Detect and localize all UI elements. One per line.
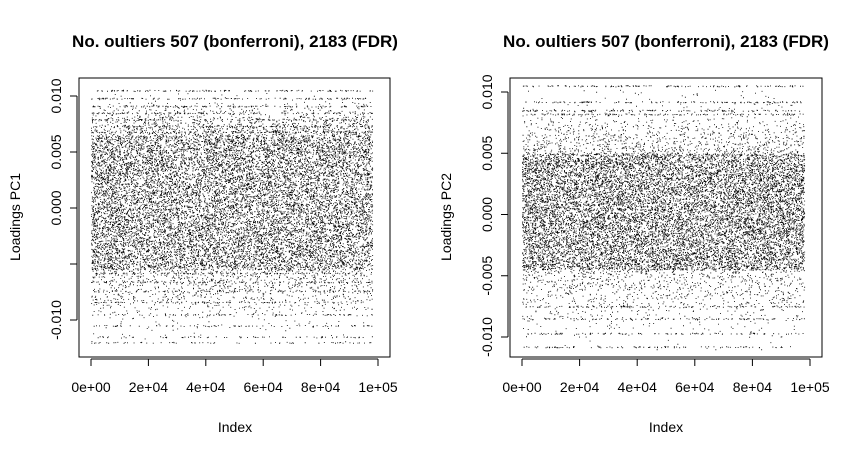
y-tick-label: 0.010 xyxy=(48,78,64,113)
x-tick-label: 2e+04 xyxy=(560,379,600,395)
scatter-points xyxy=(522,85,806,351)
x-tick-label: 4e+04 xyxy=(618,379,658,395)
y-tick-label: 0.005 xyxy=(479,136,495,171)
x-tick-label: 6e+04 xyxy=(244,379,284,395)
x-tick-label: 2e+04 xyxy=(129,379,169,395)
plot-frame xyxy=(78,77,391,358)
y-tick-label: -0.010 xyxy=(48,300,64,340)
y-axis: -0.010 -0.005 0.000 0.005 0.010 xyxy=(479,74,509,357)
x-tick-label: 0e+00 xyxy=(502,379,542,395)
x-tick-label: 6e+04 xyxy=(675,379,715,395)
x-axis: 0e+00 2e+04 4e+04 6e+04 8e+04 1e+05 xyxy=(502,358,830,395)
y-axis-label: Loadings PC1 xyxy=(7,173,23,261)
x-tick-label: 1e+05 xyxy=(790,379,830,395)
plot-panel-pc2: No. oultiers 507 (bonferroni), 2183 (FDR… xyxy=(438,32,830,435)
x-tick-label: 0e+00 xyxy=(71,379,111,395)
y-tick-label: 0.000 xyxy=(48,190,64,225)
x-tick-label: 8e+04 xyxy=(301,379,341,395)
y-tick-label: 0.005 xyxy=(48,134,64,169)
y-tick-label: 0.000 xyxy=(479,197,495,232)
x-tick-label: 4e+04 xyxy=(186,379,226,395)
y-tick-label: -0.010 xyxy=(479,317,495,357)
chart-title: No. oultiers 507 (bonferroni), 2183 (FDR… xyxy=(72,32,398,51)
plot-panel-pc1: No. oultiers 507 (bonferroni), 2183 (FDR… xyxy=(7,32,398,435)
chart-title: No. oultiers 507 (bonferroni), 2183 (FDR… xyxy=(503,32,829,51)
y-tick-label: 0.010 xyxy=(479,74,495,109)
x-axis: 0e+00 2e+04 4e+04 6e+04 8e+04 1e+05 xyxy=(71,358,398,395)
y-tick-label: -0.005 xyxy=(479,256,495,296)
plot-frame xyxy=(509,77,823,358)
x-tick-label: 8e+04 xyxy=(733,379,773,395)
y-axis-label: Loadings PC2 xyxy=(438,173,454,261)
x-axis-label: Index xyxy=(649,419,683,435)
scatter-point xyxy=(91,89,374,344)
scatter-points xyxy=(91,89,374,344)
y-axis: -0.010 0.000 0.005 0.010 xyxy=(48,78,78,340)
x-tick-label: 1e+05 xyxy=(358,379,398,395)
x-axis-label: Index xyxy=(218,419,252,435)
scatter-point xyxy=(522,85,806,351)
